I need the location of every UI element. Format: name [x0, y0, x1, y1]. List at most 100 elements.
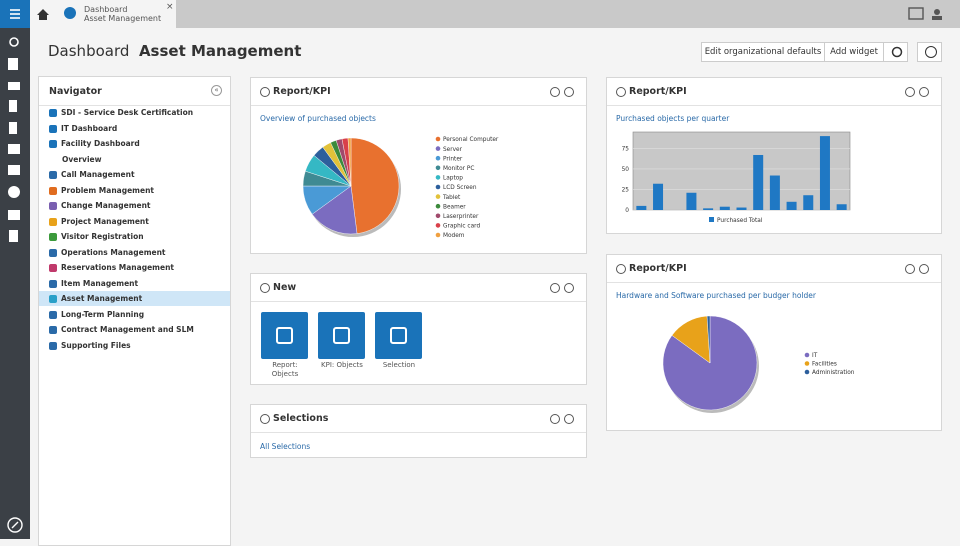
help-button[interactable] [917, 42, 942, 62]
legend-swatch [435, 175, 441, 180]
nav-icon [49, 341, 57, 350]
legend-swatch [435, 232, 441, 238]
nav-item[interactable]: IT Dashboard [61, 123, 118, 133]
widget-title: Report/KPI [629, 86, 687, 97]
menu-button[interactable] [0, 0, 30, 28]
legend-label: Tablet [442, 195, 461, 201]
edit-defaults-button[interactable]: Edit organizational defaults [701, 42, 825, 62]
nav-selected [39, 291, 230, 306]
nav-icon [49, 171, 57, 179]
legend-swatch [435, 184, 441, 190]
y-tick-label: 50 [622, 167, 630, 173]
pie-chart: IT Facilities Administration [662, 315, 855, 413]
bar [786, 201, 797, 210]
tab-close[interactable]: × [166, 2, 174, 12]
legend-swatch [804, 369, 810, 375]
y-tick-label: 75 [622, 146, 630, 152]
add-widget-button[interactable]: Add widget [824, 42, 884, 62]
tab-line1: Dashboard [84, 5, 128, 14]
edit-button[interactable] [550, 87, 560, 97]
legend-label: Server [443, 147, 463, 153]
legend-swatch [435, 203, 441, 209]
refresh-button[interactable] [883, 42, 908, 62]
edit-button[interactable] [905, 87, 915, 97]
nav-icon [49, 248, 57, 257]
tile-icon [333, 327, 350, 344]
toggle-button[interactable] [260, 414, 270, 424]
edit-button[interactable] [550, 283, 560, 293]
top-icons[interactable] [905, 6, 955, 22]
nav-item[interactable]: Operations Management [61, 247, 166, 257]
widget: Report/KPI Purchased objects per quarter 0… [606, 77, 942, 234]
nav-item[interactable]: SDI - Service Desk Certification [61, 108, 194, 117]
bar [719, 206, 730, 210]
close-button[interactable] [564, 414, 574, 424]
legend-label: Beamer [443, 204, 466, 210]
widget-title: Report/KPI [629, 263, 687, 274]
new-tile[interactable] [375, 312, 422, 359]
sidebar-icons[interactable] [0, 30, 30, 250]
widget-title: New [273, 282, 297, 293]
widget-caption: Overview of purchased objects [260, 114, 376, 123]
legend-swatch [435, 136, 441, 142]
collapse-button[interactable]: « [211, 85, 222, 96]
legend-label: Administration [812, 370, 855, 376]
bar [703, 208, 714, 210]
tile-icon [276, 327, 293, 344]
nav-item[interactable]: Item Management [61, 278, 139, 288]
nav-item[interactable]: Call Management [61, 170, 135, 179]
nav-item[interactable]: Supporting Files [61, 340, 131, 350]
tile-label: Selection [382, 361, 416, 369]
pie-chart: Personal Computer Server Printer Monitor PC… [302, 136, 499, 239]
edit-button[interactable] [905, 264, 915, 274]
heading-subtitle: Asset Management [138, 42, 302, 60]
tab[interactable]: Dashboard Asset Management × [56, 0, 176, 28]
legend-label: Purchased Total [717, 218, 763, 224]
nav-icon [49, 124, 57, 133]
tile-label: Report: Objects [271, 361, 299, 378]
home-button[interactable] [30, 0, 56, 28]
toggle-button[interactable] [260, 283, 270, 293]
nav-icon [49, 186, 57, 195]
toggle-button[interactable] [260, 87, 270, 97]
widget-title: Selections [273, 413, 329, 424]
nav-item[interactable]: Problem Management [61, 185, 155, 195]
widget-controls [260, 414, 574, 424]
close-button[interactable] [919, 87, 929, 97]
bar [769, 175, 780, 210]
close-button[interactable] [564, 87, 574, 97]
nav-icon [49, 109, 57, 117]
tab-line2: Asset Management [84, 14, 162, 23]
tile-icon [390, 327, 407, 344]
close-button[interactable] [564, 283, 574, 293]
nav-item[interactable]: Asset Management [61, 294, 143, 303]
selections-link[interactable]: All Selections [260, 442, 311, 451]
nav-icon [49, 217, 57, 226]
nav-icon [49, 310, 57, 319]
legend-swatch [804, 361, 810, 366]
nav-item[interactable]: Contract Management and SLM [61, 325, 194, 334]
nav-item[interactable]: Project Management [61, 216, 149, 226]
new-tile[interactable] [261, 312, 308, 359]
widget-controls [616, 87, 929, 97]
legend-swatch [435, 213, 441, 219]
nav-item[interactable]: Change Management [61, 201, 151, 210]
nav-item[interactable]: Facility Dashboard [61, 139, 140, 148]
widget-controls [260, 87, 574, 97]
nav-item[interactable]: Visitor Registration [61, 232, 144, 241]
new-tile[interactable] [318, 312, 365, 359]
toggle-button[interactable] [616, 264, 626, 274]
widget-header [251, 405, 586, 433]
legend-swatch [435, 194, 441, 199]
nav-item[interactable]: Long-Term Planning [61, 309, 145, 319]
edit-button[interactable] [550, 414, 560, 424]
edit-button[interactable] [5, 515, 25, 535]
nav-item[interactable]: Reservations Management [61, 263, 174, 272]
legend-swatch [435, 223, 441, 228]
y-tick-label: 0 [625, 208, 629, 214]
close-button[interactable] [919, 264, 929, 274]
bar [753, 154, 764, 210]
nav-item[interactable]: Overview [62, 154, 102, 164]
toggle-button[interactable] [616, 87, 626, 97]
